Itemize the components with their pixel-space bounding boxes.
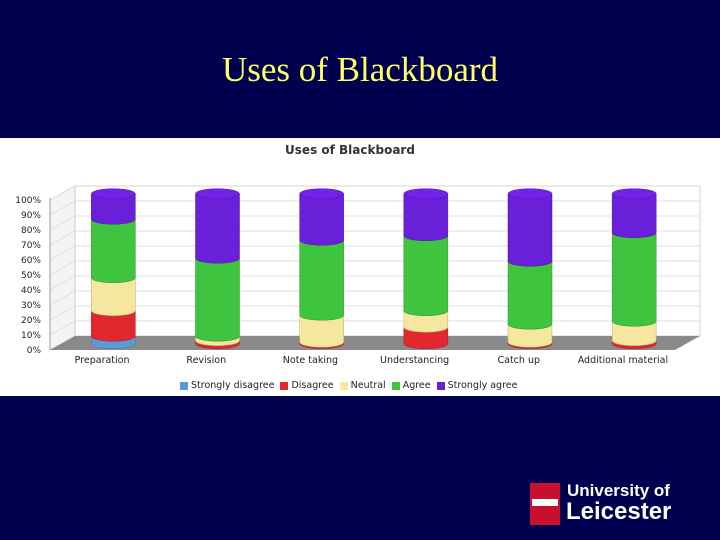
legend-item: Strongly agree	[436, 380, 518, 391]
x-tick-label: Note taking	[283, 355, 338, 366]
chart-title: Uses of Blackboard	[285, 143, 415, 157]
chart-panel: 0% 10% 20% 30% 40% 50% 60% 70% 80% 90% 100% Prepara…	[0, 138, 720, 396]
legend-label: Strongly agree	[447, 380, 518, 391]
legend-swatch	[280, 381, 289, 390]
bar-cap	[611, 188, 657, 199]
y-tick-label: 20%	[21, 316, 41, 326]
gridline	[49, 290, 700, 306]
gridline	[49, 200, 700, 216]
gridline	[49, 215, 700, 231]
bar-segment	[195, 258, 240, 342]
bar-segment	[403, 235, 449, 316]
bar-cap	[91, 188, 136, 199]
bar-segment	[91, 219, 136, 283]
legend-item: Agree	[391, 380, 431, 391]
legend-label: Disagree	[291, 380, 334, 391]
gridline	[49, 275, 700, 291]
x-tick-label: Preparation	[75, 355, 130, 366]
crest-icon	[530, 483, 560, 525]
university-logo: University of Leicester	[530, 481, 700, 529]
bar-segment	[195, 193, 240, 264]
legend-swatch	[180, 381, 188, 390]
logo-line1: University of	[567, 481, 670, 500]
y-tick-label: 50%	[21, 271, 41, 281]
y-tick-label: 10%	[21, 331, 41, 341]
slide-title: Uses of Blackboard	[221, 50, 499, 89]
logo-line2: Leicester	[566, 498, 672, 525]
bar-segment	[507, 261, 553, 330]
gridline	[49, 260, 700, 276]
chart-legend: Strongly disagree Disagree Neutral Agree Str…	[180, 380, 517, 391]
gridline	[49, 230, 700, 246]
bar-segment	[611, 232, 657, 327]
chart-floor	[50, 336, 700, 350]
bar-cap	[299, 188, 344, 199]
legend-label: Neutral	[350, 380, 386, 391]
y-tick-label: 100%	[15, 196, 41, 206]
y-tick-label: 0%	[27, 346, 42, 356]
bar-segment	[299, 240, 344, 321]
bar-segment	[91, 277, 136, 316]
y-tick-label: 30%	[21, 301, 41, 311]
x-tick-label: Revision	[186, 355, 226, 366]
x-tick-label: Catch up	[498, 355, 541, 366]
x-tick-label: Additional material	[578, 355, 668, 366]
legend-swatch	[436, 381, 445, 390]
bar-segment	[611, 193, 657, 238]
bar-cap	[403, 188, 449, 199]
stacked-bar-chart: 0% 10% 20% 30% 40% 50% 60% 70% 80% 90% 100% Prepara…	[15, 185, 701, 366]
legend-item: Disagree	[280, 380, 334, 391]
bar-segment	[403, 193, 449, 241]
y-tick-label: 70%	[21, 241, 41, 251]
y-tick-label: 40%	[21, 286, 41, 296]
gridline	[49, 245, 700, 261]
gridline	[49, 185, 700, 201]
gridline	[49, 305, 700, 321]
legend-label: Strongly disagree	[191, 380, 275, 391]
legend-swatch	[391, 381, 400, 390]
y-tick-label: 90%	[21, 211, 41, 221]
bar-segment	[507, 193, 553, 267]
y-tick-label: 80%	[21, 226, 41, 236]
x-tick-label: Understancing	[380, 355, 449, 366]
legend-item: Neutral	[339, 380, 386, 391]
bar-cap	[507, 188, 553, 199]
gridline	[49, 320, 700, 336]
y-tick-label: 60%	[21, 256, 41, 266]
legend-item: Strongly disagree	[180, 380, 274, 391]
legend-swatch	[339, 381, 348, 390]
bar-segment	[299, 193, 344, 246]
legend-label: Agree	[402, 380, 431, 391]
bar-cap	[195, 188, 240, 199]
